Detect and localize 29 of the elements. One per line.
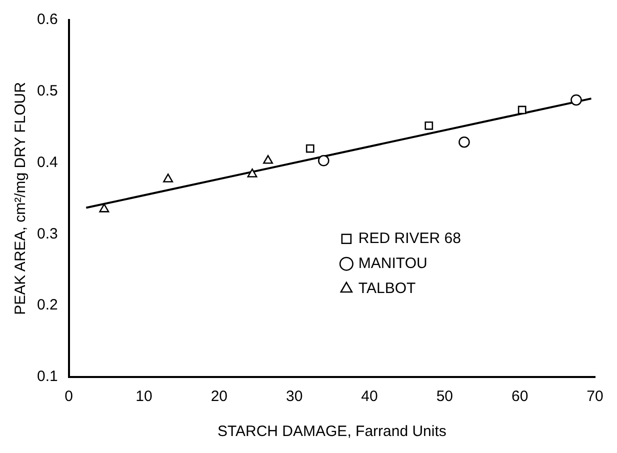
point xyxy=(570,94,582,106)
y-tick-label: 0.1 xyxy=(36,368,58,386)
legend-label: TALBOT xyxy=(358,280,416,297)
legend-label: RED RIVER 68 xyxy=(358,230,461,247)
legend-label: MANITOU xyxy=(358,254,428,272)
point xyxy=(458,136,470,148)
point xyxy=(424,121,434,130)
point xyxy=(247,168,258,178)
point xyxy=(318,155,330,166)
y-tick-label: 0.4 xyxy=(36,154,58,171)
x-tick-label: 40 xyxy=(361,388,378,406)
x-tick-label: 50 xyxy=(436,388,454,406)
x-axis-title: STARCH DAMAGE, Farrand Units xyxy=(217,423,446,440)
y-axis-title: PEAK AREA, cm²/mg DRY FLOUR xyxy=(12,82,30,315)
x-tick-label: 60 xyxy=(511,388,528,406)
x-tick-label: 0 xyxy=(64,388,74,406)
x-tick-label: 70 xyxy=(586,388,604,406)
point xyxy=(306,144,314,153)
point xyxy=(99,204,110,212)
x-tick-label: 30 xyxy=(286,388,303,406)
point xyxy=(518,106,526,114)
y-tick-label: 0.6 xyxy=(36,11,58,28)
y-tick-label: 0.2 xyxy=(36,296,58,314)
y-tick-label: 0.3 xyxy=(36,225,58,242)
point xyxy=(163,174,174,182)
point xyxy=(263,155,274,164)
x-tick-label: 10 xyxy=(136,388,152,406)
y-tick-label: 0.5 xyxy=(36,82,58,100)
x-tick-label: 20 xyxy=(210,388,228,406)
